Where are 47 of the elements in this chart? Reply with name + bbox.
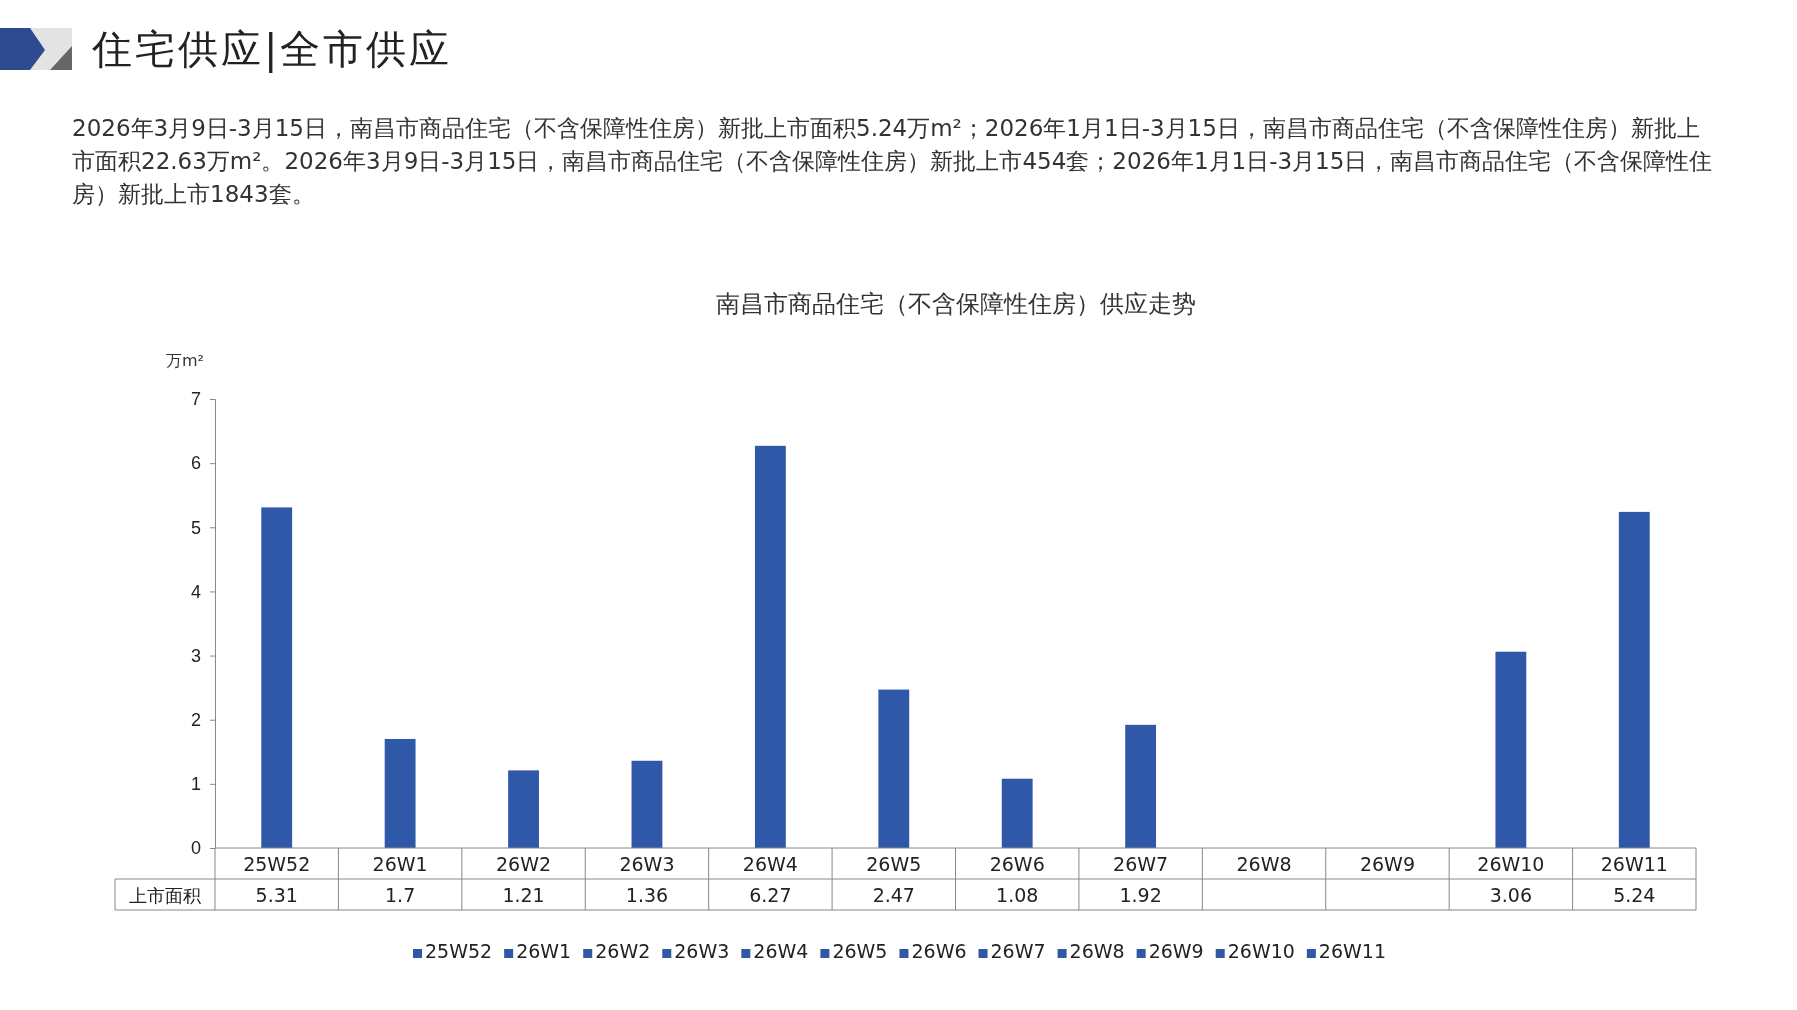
category-label: 26W6 xyxy=(911,940,967,962)
chart-title: 南昌市商品住宅（不含保障性住房）供应走势 xyxy=(715,290,1196,318)
text: 上市面积 xyxy=(129,884,201,906)
data-label: 2.47 xyxy=(872,883,915,906)
data-label: 1.08 xyxy=(996,883,1039,906)
category-label: 26W10 xyxy=(1227,940,1295,962)
y-tick-label: 3 xyxy=(190,645,201,666)
category-label: 26W8 xyxy=(1069,940,1125,962)
category-label: 26W3 xyxy=(674,940,730,962)
category-label: 26W5 xyxy=(832,940,888,962)
x-tick-label: 26W9 xyxy=(1359,852,1415,875)
data-label: 1.92 xyxy=(1119,883,1162,906)
x-tick-label: 26W5 xyxy=(866,852,922,875)
x-tick-label: 25W52 xyxy=(243,852,311,875)
text: 2026年3月9日-3月15日，南昌市商品住宅（不含保障性住房）新批上市面积5.24万m²；2026年1月1日-3月15日，南昌市商品住宅（不含保障性住房）新批上市面积22.63万m²。2026年3月9日-3月15日，南昌市商品住宅（不含保障性住房）新批上市454套；2026年1月1日-3月15日，南昌市商品住宅（不含保障性住房）新批上市1843套。 xyxy=(72,114,1714,209)
category-label: 26W7 xyxy=(990,940,1046,962)
x-tick-label: 26W2 xyxy=(496,852,552,875)
x-tick-label: 26W6 xyxy=(989,852,1045,875)
x-tick-label: 26W3 xyxy=(619,852,675,875)
data-label: 5.31 xyxy=(255,883,298,906)
category-label: 26W9 xyxy=(1148,940,1204,962)
y-tick-label: 4 xyxy=(190,581,201,602)
data-label: 3.06 xyxy=(1489,883,1533,906)
x-tick-label: 26W1 xyxy=(372,852,428,875)
text: 住宅供应|全市供应 xyxy=(92,25,453,75)
y-tick-label: 1 xyxy=(190,774,201,795)
category-label: 26W1 xyxy=(516,940,572,962)
y-axis-title: 万m² xyxy=(166,351,204,370)
category-label: 26W11 xyxy=(1318,940,1386,962)
data-label: 1.36 xyxy=(625,883,669,906)
y-tick-label: 7 xyxy=(190,389,201,410)
y-tick-label: 0 xyxy=(190,838,201,859)
y-tick-label: 2 xyxy=(190,709,201,730)
category-label: 26W2 xyxy=(595,940,651,962)
x-tick-label: 26W7 xyxy=(1113,852,1169,875)
y-tick-label: 6 xyxy=(190,453,201,474)
y-tick-label: 5 xyxy=(190,517,201,538)
x-tick-label: 26W4 xyxy=(742,852,798,875)
data-label: 1.21 xyxy=(502,883,545,906)
x-tick-label: 26W10 xyxy=(1477,852,1545,875)
data-label: 6.27 xyxy=(749,883,792,906)
x-tick-label: 26W11 xyxy=(1600,852,1668,875)
category-label: 26W4 xyxy=(753,940,809,962)
data-label: 5.24 xyxy=(1613,883,1656,906)
data-label: 1.7 xyxy=(385,883,416,906)
x-tick-label: 26W8 xyxy=(1236,852,1292,875)
category-label: 25W52 xyxy=(425,940,493,962)
